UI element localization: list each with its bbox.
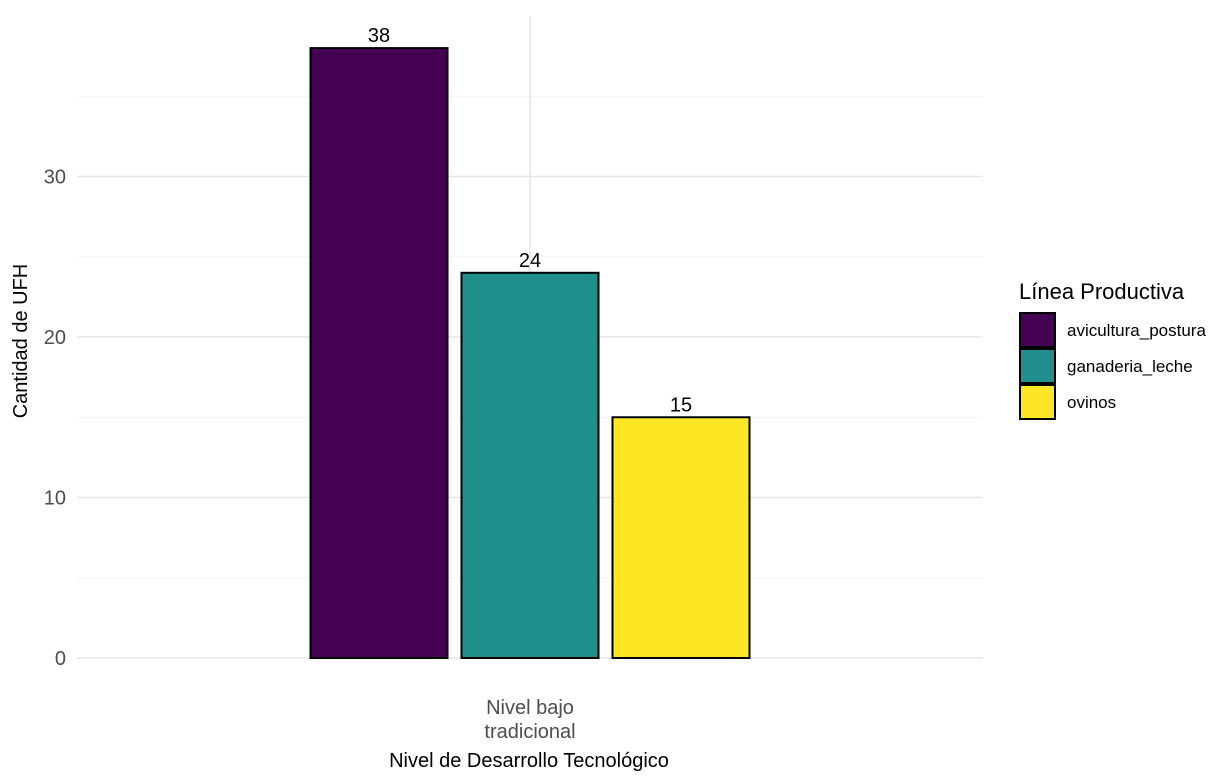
legend-key-ganaderia_leche	[1019, 348, 1056, 384]
bar-ganaderia_leche	[460, 271, 600, 659]
legend-title: Línea Productiva	[1019, 279, 1185, 304]
x-tick-label: Nivel bajo tradicional	[484, 697, 575, 743]
data-label-avicultura_postura: 38	[368, 25, 390, 47]
y-tick-label: 0	[55, 648, 66, 670]
x-axis: Nivel bajo tradicional	[484, 697, 575, 743]
legend-key-ovinos	[1019, 384, 1056, 420]
y-axis: 0 10 20 30	[44, 167, 66, 671]
legend-label-avicultura_postura: avicultura_postura	[1067, 321, 1206, 340]
y-tick-label: 20	[44, 327, 66, 349]
legend-label-ganaderia_leche: ganaderia_leche	[1067, 357, 1193, 376]
x-axis-title: Nivel de Desarrollo Tecnológico	[389, 750, 669, 772]
y-axis-title: Cantidad de UFH	[10, 264, 32, 419]
data-label-ovinos: 15	[670, 394, 692, 416]
legend: Línea Productiva avicultura_posturaganad…	[1019, 279, 1206, 420]
bar-ovinos	[611, 416, 751, 659]
bar-avicultura_postura	[309, 47, 449, 660]
legend-key-avicultura_postura	[1019, 312, 1056, 348]
data-labels: 38 24 15	[368, 25, 692, 416]
y-tick-label: 30	[44, 167, 66, 189]
data-label-ganaderia_leche: 24	[519, 250, 541, 272]
legend-label-ovinos: ovinos	[1067, 393, 1116, 412]
y-tick-label: 10	[44, 488, 66, 510]
bars	[309, 47, 751, 660]
